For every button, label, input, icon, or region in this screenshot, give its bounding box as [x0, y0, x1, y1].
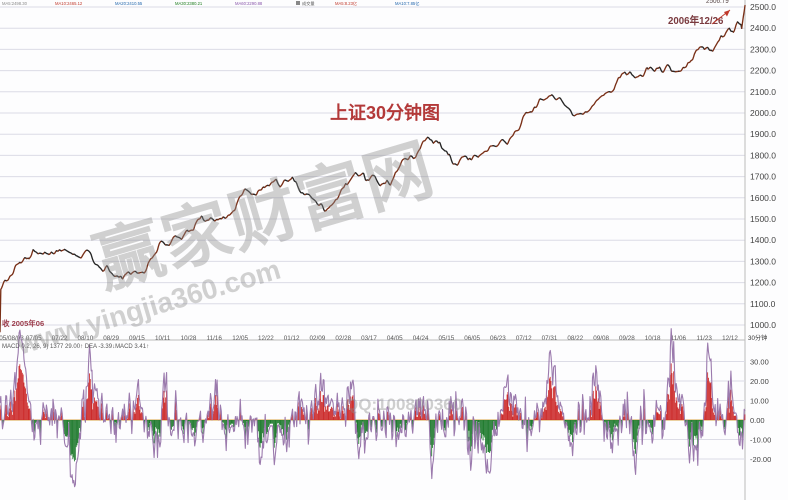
svg-text:20.00: 20.00	[750, 377, 769, 386]
svg-text:12/12: 12/12	[722, 335, 738, 342]
svg-text:MA10:7.85亿: MA10:7.85亿	[395, 0, 419, 7]
svg-text:30.00: 30.00	[750, 358, 769, 367]
svg-text:06/05: 06/05	[464, 335, 480, 342]
svg-text:10/18: 10/18	[645, 335, 661, 342]
svg-text:10/28: 10/28	[181, 335, 197, 342]
svg-text:06/23: 06/23	[490, 335, 506, 342]
svg-text:11/23: 11/23	[697, 335, 713, 342]
svg-text:MA60:2290.88: MA60:2290.88	[235, 1, 263, 6]
svg-text:12/22: 12/22	[258, 335, 274, 342]
svg-text:2400.0: 2400.0	[750, 23, 776, 33]
svg-text:0.00: 0.00	[750, 416, 765, 425]
svg-text:1000.0: 1000.0	[750, 320, 776, 330]
svg-text:12/05: 12/05	[232, 335, 248, 342]
svg-text:1500.0: 1500.0	[750, 214, 776, 224]
svg-text:1800.0: 1800.0	[750, 150, 776, 160]
svg-text:30分钟: 30分钟	[748, 334, 767, 342]
svg-text:2100.0: 2100.0	[750, 87, 776, 97]
svg-text:MA20:2410.55: MA20:2410.55	[115, 1, 143, 6]
svg-text:01/12: 01/12	[284, 335, 300, 342]
svg-text:1200.0: 1200.0	[750, 278, 776, 288]
svg-text:MA30:2380.21: MA30:2380.21	[175, 1, 203, 6]
svg-text:11/16: 11/16	[207, 335, 223, 342]
svg-text:1900.0: 1900.0	[750, 129, 776, 139]
svg-text:02/09: 02/09	[310, 335, 326, 342]
svg-text:2000.0: 2000.0	[750, 108, 776, 118]
svg-text:10.00: 10.00	[750, 397, 769, 406]
svg-text:07/31: 07/31	[542, 335, 558, 342]
svg-text:2200.0: 2200.0	[750, 66, 776, 76]
svg-text:08/22: 08/22	[567, 335, 583, 342]
svg-text:-10.00: -10.00	[750, 436, 771, 445]
svg-text:05/15: 05/15	[439, 335, 455, 342]
svg-text:09/15: 09/15	[129, 335, 145, 342]
svg-text:02/28: 02/28	[335, 335, 351, 342]
svg-text:-20.00: -20.00	[750, 455, 771, 464]
svg-text:2300.0: 2300.0	[750, 44, 776, 54]
svg-text:04/24: 04/24	[413, 335, 429, 342]
svg-text:07/12: 07/12	[516, 335, 532, 342]
svg-text:1400.0: 1400.0	[750, 235, 776, 245]
svg-text:2500.0: 2500.0	[750, 2, 776, 12]
svg-text:11/06: 11/06	[671, 335, 687, 342]
svg-text:MA5:2498.30: MA5:2498.30	[2, 1, 28, 6]
svg-text:MA10:2465.12: MA10:2465.12	[55, 1, 83, 6]
svg-text:1700.0: 1700.0	[750, 172, 776, 182]
svg-text:1100.0: 1100.0	[750, 299, 776, 309]
svg-text:1300.0: 1300.0	[750, 256, 776, 266]
svg-text:09/08: 09/08	[593, 335, 609, 342]
svg-text:10/11: 10/11	[155, 335, 171, 342]
svg-text:04/05: 04/05	[387, 335, 403, 342]
svg-text:MA5:8.23亿: MA5:8.23亿	[335, 0, 357, 7]
svg-text:03/17: 03/17	[361, 335, 377, 342]
svg-text:1600.0: 1600.0	[750, 193, 776, 203]
svg-text:成交量: 成交量	[302, 0, 315, 7]
svg-text:09/28: 09/28	[619, 335, 635, 342]
